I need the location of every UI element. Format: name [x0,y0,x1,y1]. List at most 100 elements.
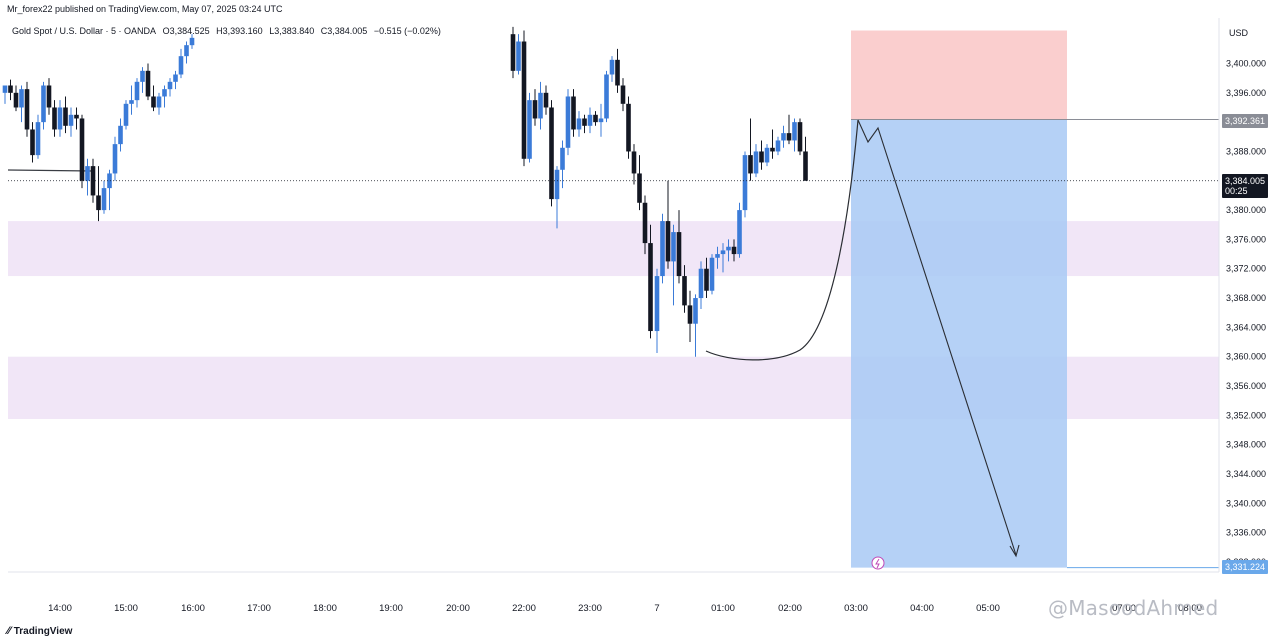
candle-body [604,74,609,119]
candle-body [140,70,145,82]
candle [41,81,46,130]
candle [8,79,13,101]
candle-body [46,85,52,108]
candle-body [671,232,676,262]
price-tick-label: 3,380.000 [1226,205,1266,215]
time-tick-label: 02:00 [778,603,802,614]
candle-body [560,147,565,170]
candle [654,268,660,354]
candle [129,85,134,115]
take-profit-zone[interactable] [851,119,1067,568]
candle-body [145,70,151,97]
candle-body [660,221,665,277]
candle-body [571,96,576,130]
candle [30,122,35,163]
lightning-icon[interactable] [871,556,885,570]
candle [2,85,8,104]
time-tick-label: 07:00 [1112,603,1136,614]
candle [123,100,129,130]
candle [764,144,770,167]
candle [797,118,803,156]
candle-body [173,74,178,82]
time-tick-label: 23:00 [578,603,602,614]
candle-body [565,96,571,148]
candle [189,34,195,49]
time-axis[interactable]: 14:00 15:00 16:00 17:00 18:00 19:00 20:00 22:00… [8,571,1219,614]
symbol-legend: Gold Spot / U.S. Dollar · 5 · OANDA O3,3… [12,26,445,36]
candle [576,111,582,137]
candle-body [631,151,637,174]
candle-body [151,96,156,108]
candle [715,246,720,269]
candle [527,92,532,163]
current-price-tag: 3,384.005 00:25 [1222,174,1269,198]
candle-body [527,100,532,159]
candle-body [737,210,742,255]
candle [620,78,626,112]
candle-body [101,188,107,211]
time-tick-label: 03:00 [844,603,868,614]
candle [687,290,693,343]
candle [742,151,748,218]
candle-body [770,147,775,152]
candle [35,114,41,159]
price-tick-label: 3,360.000 [1226,352,1266,362]
candle-body [19,89,24,108]
change-value: −0.515 (−0.02%) [373,26,441,36]
candle-body [178,56,184,75]
price-tick-label: 3,340.000 [1226,498,1266,508]
candle [52,100,57,137]
candle [770,129,775,159]
high-value: H3,393.160 [216,26,263,36]
candle [792,118,797,152]
candle-body [609,59,615,75]
candle-body [118,125,123,145]
candle-body [52,107,57,130]
stop-loss-zone[interactable] [851,30,1067,120]
candle-body [626,103,631,152]
candle-body [85,166,90,181]
candle [107,169,112,211]
candle-body [68,114,74,126]
candle [532,89,538,126]
candle [140,67,145,93]
candle [748,118,753,181]
time-tick-label: 08:00 [1178,603,1202,614]
lightning-icon-circle [871,556,885,570]
candle-body [593,114,598,123]
candle-body [792,122,797,141]
candle [698,261,704,310]
candle-body [648,243,653,332]
candle-body [41,85,46,123]
candle-body [8,85,13,93]
candle [731,239,737,262]
candle-body [642,202,648,244]
candle-body [715,254,720,258]
currency-label[interactable]: USD [1229,28,1249,38]
time-tick-label: 19:00 [379,603,403,614]
candle-body [637,173,642,203]
candle [609,56,615,82]
short-position-tool[interactable] [851,30,1219,569]
candle [134,78,140,108]
open-value: O3,384.525 [162,26,210,36]
candle [803,136,808,181]
candle-body [698,268,704,299]
price-axis[interactable]: 3,400.0003,396.0003,392.0003,388.0003,38… [1218,18,1266,572]
candle [68,107,74,137]
candle-body [665,221,671,262]
candle-body [35,122,41,156]
candle [582,114,587,134]
tradingview-logo-icon: ⁄⁄ [7,625,11,637]
candle [521,30,527,167]
candle [676,210,682,284]
candle [671,224,676,306]
candle [184,41,189,64]
price-tick-label: 3,352.000 [1226,410,1266,420]
symbol-name: Gold Spot / U.S. Dollar · 5 · OANDA [12,26,157,36]
candle [565,89,571,156]
time-tick-label: 01:00 [711,603,735,614]
candle [660,213,665,284]
candle-body [79,118,85,181]
